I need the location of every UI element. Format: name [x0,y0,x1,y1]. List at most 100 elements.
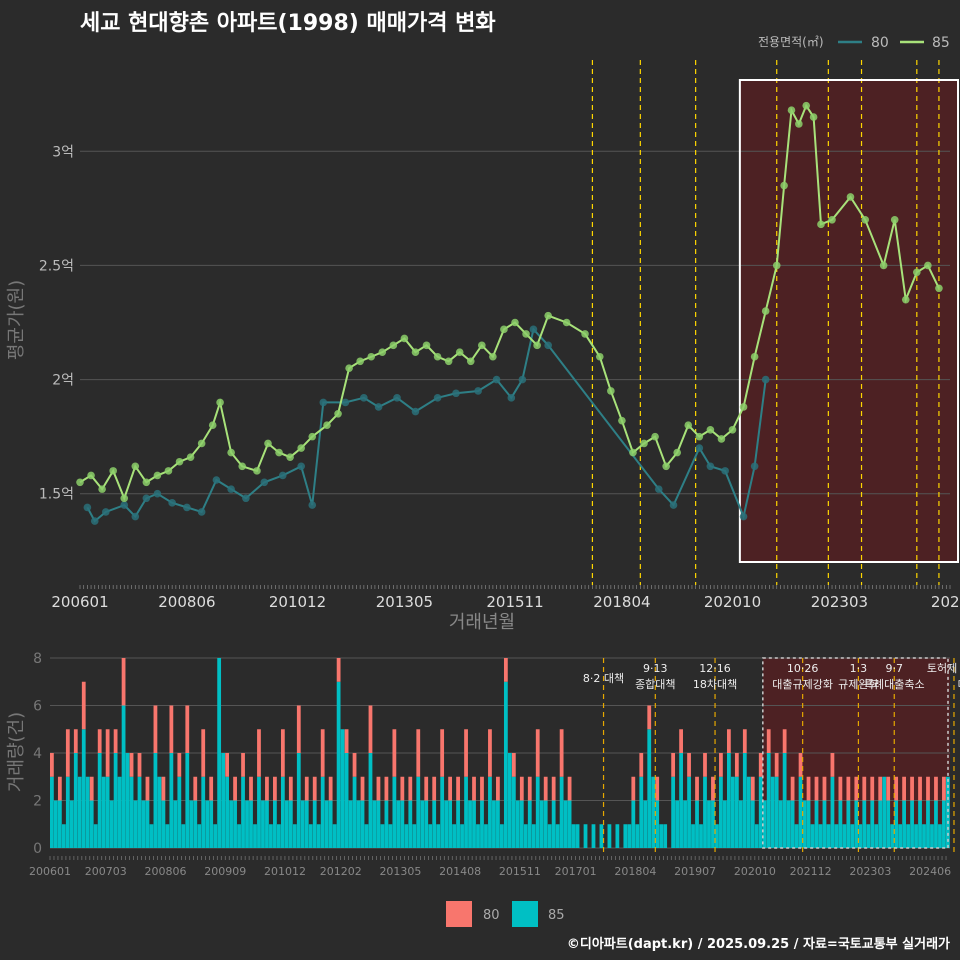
volume-bar-80 [878,776,883,801]
series-point-85 [253,467,261,475]
volume-bar-85 [926,800,930,848]
volume-bar-80 [113,729,118,753]
volume-bar-85 [476,824,480,848]
series-point-80 [260,478,269,487]
volume-bar-80 [671,753,676,777]
volume-bar-85 [444,800,449,848]
series-point-85 [227,448,235,457]
volume-bar-80 [774,753,779,777]
volume-bar-85 [165,824,170,848]
volume-bar-80 [926,776,930,801]
volume-bar-80 [647,705,652,730]
volume-bar-85 [754,824,759,848]
series-point-80 [492,375,501,384]
volume-bar-85 [468,800,472,848]
y-axis-label: 평균가(원) [6,280,27,360]
series-point-80 [706,462,715,471]
volume-bar-85 [651,776,656,848]
volume-bar-85 [392,776,397,848]
y-tick-label: 2억 [52,373,74,389]
series-point-85 [98,485,106,493]
series-point-80 [297,462,305,471]
volume-bar-80 [384,776,389,801]
series-point-80 [518,375,527,384]
series-point-80 [695,444,704,452]
y-tick-label: 1.5억 [39,487,74,503]
series-point-80 [120,501,129,509]
volume-bar-85 [344,753,349,848]
volume-bar-85 [786,800,791,848]
volume-bar-85 [145,800,150,848]
volume-bar-85 [711,800,715,848]
volume-bar-85 [225,776,230,848]
legend-title: 전용면적(㎡) [758,35,824,49]
series-point-85 [595,352,604,361]
volume-bar-85 [503,681,508,848]
series-point-85 [367,352,376,361]
volume-bar-85 [69,800,74,848]
series-point-85 [264,439,272,448]
policy-annotation: 18차대책 [693,678,737,691]
volume-bar-80 [153,705,158,753]
volume-bar-80 [886,776,891,801]
volume-bar-80 [703,753,707,777]
credit: ©디아파트(dapt.kr) / 2025.09.25 / 자료=국토교통부 실… [567,936,950,952]
volume-bar-80 [814,776,819,801]
volume-bar-85 [412,824,417,848]
volume-y-tick-label: 2 [33,794,42,810]
volume-bar-80 [726,729,731,753]
series-point-85 [500,325,508,334]
series-point-85 [695,432,704,441]
series-point-85 [913,268,921,277]
series-point-85 [533,341,541,350]
volume-bar-85 [396,800,401,848]
volume-bar-85 [814,800,819,848]
volume-bar-85 [500,824,504,848]
volume-bar-85 [746,776,751,848]
volume-bar-80 [105,729,110,777]
series-point-85 [297,444,305,452]
volume-bar-85 [316,824,321,848]
series-point-85 [109,467,117,475]
volume-bar-85 [97,753,102,848]
volume-x-tick-label: 202010 [734,865,776,878]
volume-bar-85 [276,824,281,848]
volume-bar-80 [97,729,102,753]
volume-bar-80 [448,776,453,801]
volume-bar-80 [360,776,365,801]
x-tick-label: 201804 [593,593,650,611]
y-tick-label: 3억 [52,144,74,160]
volume-bar-80 [862,776,867,801]
volume-bar-85 [511,776,516,848]
volume-bar-85 [834,824,839,848]
series-point-80 [197,508,206,516]
volume-x-tick-label: 201701 [555,865,597,878]
volume-bar-80 [320,729,325,777]
volume-bar-80 [81,681,86,730]
series-point-85 [489,352,497,361]
series-point-85 [511,318,519,327]
series-point-80 [393,394,401,402]
volume-bar-85 [810,824,815,848]
series-point-85 [164,467,173,475]
volume-y-tick-label: 4 [33,746,42,762]
volume-bar-85 [185,753,190,848]
volume-bar-85 [324,800,329,848]
legend-label-85: 85 [932,35,950,51]
series-point-80 [360,394,368,402]
volume-bar-80 [742,729,747,753]
series-point-85 [142,478,151,487]
series-point-80 [183,503,191,512]
policy-annotation: 대출규제 [958,678,960,691]
series-point-85 [787,106,796,115]
volume-bar-85 [631,800,636,848]
volume-bar-80 [304,776,309,801]
series-point-85 [640,439,648,448]
volume-bar-80 [934,776,938,801]
policy-annotation: 토허제 해제 [927,661,960,675]
series-point-85 [772,261,781,270]
volume-bar-80 [129,753,134,777]
volume-bar-80 [527,776,532,801]
volume-bar-85 [703,776,707,848]
volume-bar-85 [113,753,118,848]
